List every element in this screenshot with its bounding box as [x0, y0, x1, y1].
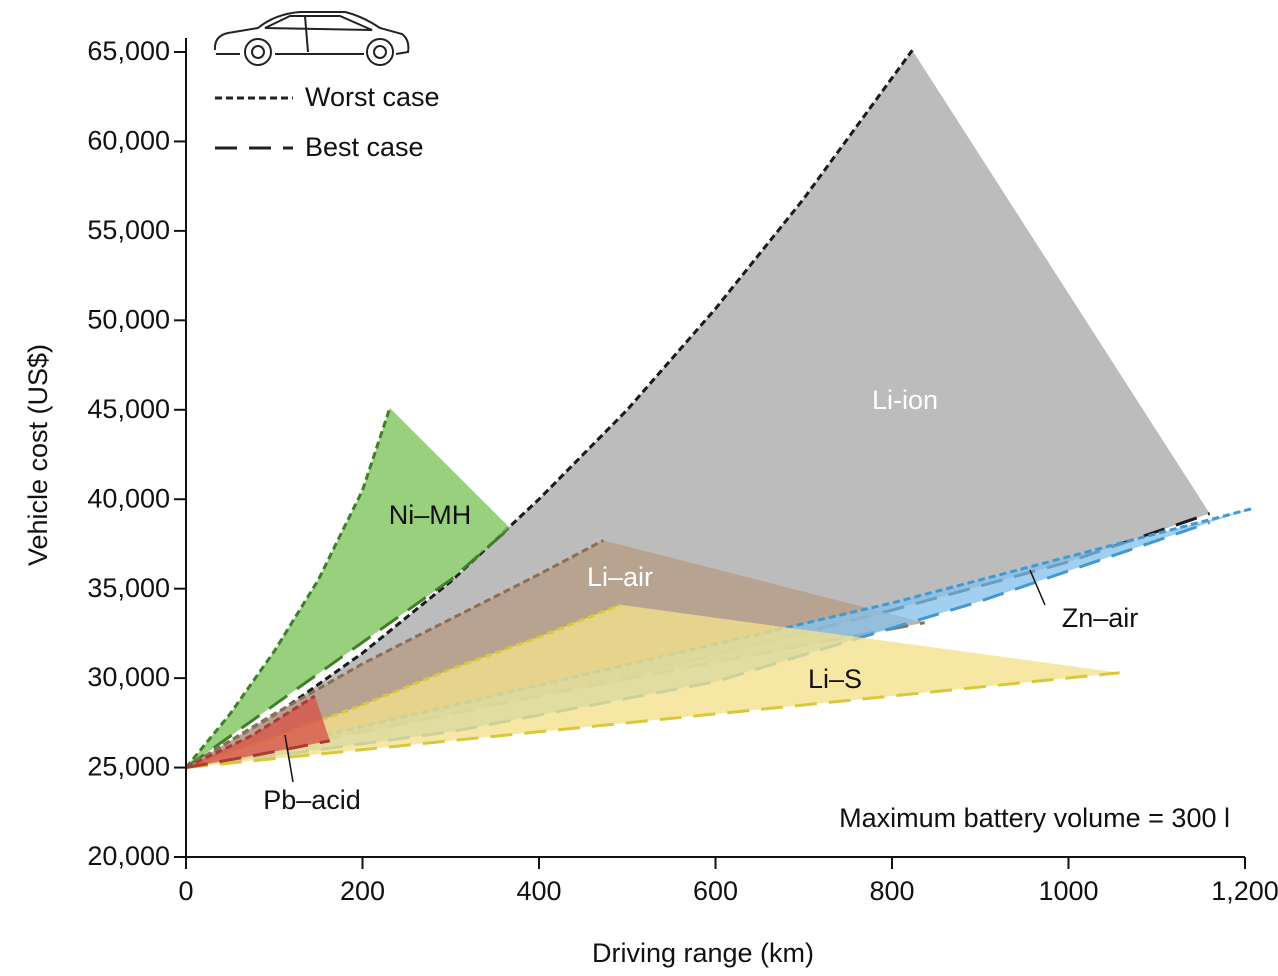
- x-tick-label: 800: [869, 876, 914, 906]
- y-tick-label: 65,000: [87, 36, 170, 66]
- y-tick-label: 50,000: [87, 304, 170, 334]
- x-tick-label: 200: [340, 876, 385, 906]
- y-tick-label: 30,000: [87, 662, 170, 692]
- x-tick-label: 400: [516, 876, 561, 906]
- series-label: Li–air: [587, 562, 653, 592]
- y-tick-label: 35,000: [87, 573, 170, 603]
- x-tick-label: 1,200: [1211, 876, 1278, 906]
- y-tick-label: 25,000: [87, 752, 170, 782]
- y-tick-label: 20,000: [87, 841, 170, 871]
- series-label: Li–S: [808, 664, 862, 694]
- annotation: Maximum battery volume = 300 l: [839, 803, 1230, 833]
- legend-label: Worst case: [305, 82, 440, 112]
- series-label: Pb–acid: [263, 785, 361, 815]
- series-label: Li-ion: [872, 385, 938, 415]
- legend-label: Best case: [305, 132, 424, 162]
- x-axis-title: Driving range (km): [592, 938, 814, 968]
- chart: Worst case Best case Maximum battery vol…: [0, 0, 1278, 976]
- y-axis-title: Vehicle cost (US$): [23, 344, 53, 566]
- car-icon: [215, 12, 408, 65]
- y-tick-label: 60,000: [87, 126, 170, 156]
- y-tick-label: 55,000: [87, 215, 170, 245]
- y-tick-label: 45,000: [87, 394, 170, 424]
- x-tick-label: 1000: [1038, 876, 1098, 906]
- series-label: Zn–air: [1062, 603, 1139, 633]
- series-label: Ni–MH: [389, 500, 472, 530]
- y-tick-label: 40,000: [87, 483, 170, 513]
- x-tick-label: 600: [693, 876, 738, 906]
- x-tick-label: 0: [178, 876, 193, 906]
